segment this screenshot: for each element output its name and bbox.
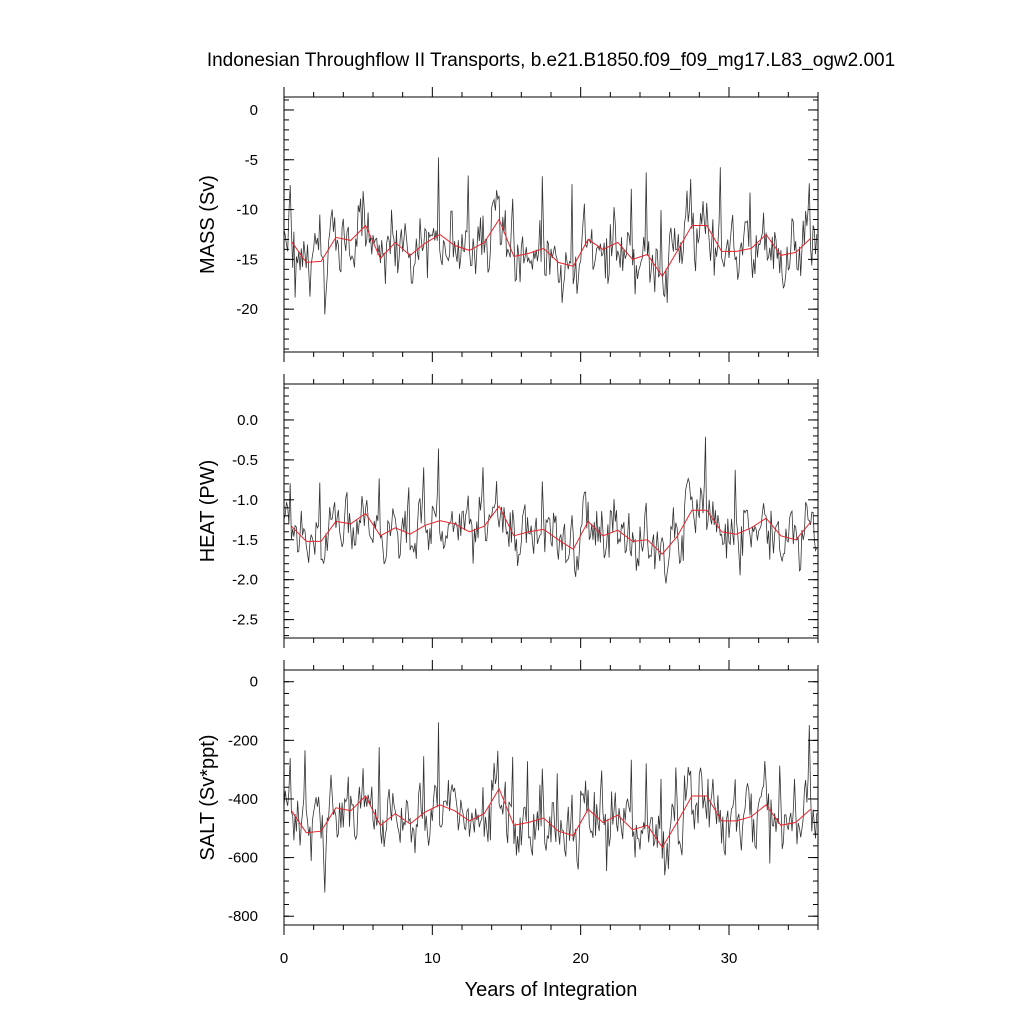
plot-frame <box>283 383 819 639</box>
y-tick-label: -2.5 <box>232 612 258 629</box>
y-tick-label: 0 <box>250 102 258 119</box>
x-tick-label: 20 <box>572 950 589 967</box>
y-tick-label: 0.0 <box>237 412 258 429</box>
y-tick-label: -600 <box>228 850 258 867</box>
monthly-series-line <box>283 157 818 315</box>
monthly-series-line <box>283 722 818 893</box>
heat-panel: 0.0 -0.5 -1.0 -1.5 -2.0 -2.5 HEAT (PW) <box>197 374 819 648</box>
y-tick-label: -10 <box>236 202 258 219</box>
annual-mean-line <box>291 505 811 555</box>
x-tick-label: 30 <box>721 950 738 967</box>
y-tick-label: -5 <box>245 152 258 169</box>
annual-mean-line <box>290 218 811 278</box>
y-tick-label: -15 <box>236 251 258 268</box>
x-tick-label: 0 <box>280 950 288 967</box>
y-tick-label: -20 <box>236 301 258 318</box>
y-axis-label: HEAT (PW) <box>197 460 219 563</box>
y-tick-label: -2.0 <box>232 572 258 589</box>
y-tick-label: -1.5 <box>232 532 258 549</box>
y-axis-label: MASS (Sv) <box>197 175 219 274</box>
mass-panel: 0 -5 -10 -15 -20 MASS (Sv) <box>197 87 819 362</box>
y-axis-label: SALT (Sv*ppt) <box>197 735 219 861</box>
x-tick-label: 10 <box>424 950 441 967</box>
chart-title: Indonesian Throughflow II Transports, b.… <box>207 50 895 71</box>
plot-frame <box>283 96 819 353</box>
salt-panel: 0 -200 -400 -600 -800 0 10 20 30 SALT (Sv*ppt) <box>197 660 819 967</box>
y-tick-label: -0.5 <box>232 452 258 469</box>
y-tick-label: -1.0 <box>232 492 258 509</box>
y-tick-label: -800 <box>228 908 258 925</box>
y-tick-label: -400 <box>228 791 258 808</box>
annual-mean-line <box>290 787 811 849</box>
y-tick-label: -200 <box>228 732 258 749</box>
monthly-series-line <box>283 436 818 584</box>
x-axis-label: Years of Integration <box>465 979 638 1001</box>
y-tick-label: 0 <box>250 674 258 691</box>
